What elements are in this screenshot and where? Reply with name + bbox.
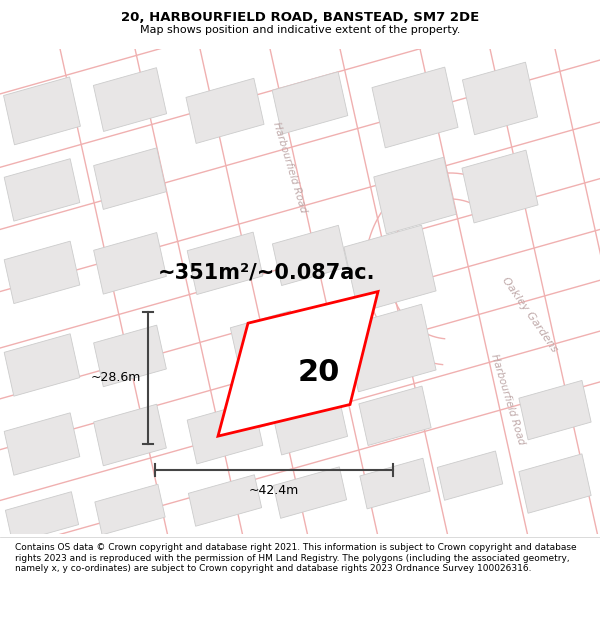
Polygon shape [272,72,348,134]
Polygon shape [186,78,264,144]
Polygon shape [94,325,166,387]
Polygon shape [94,148,166,209]
Text: Harbourfield Road: Harbourfield Road [490,352,527,446]
Polygon shape [437,451,503,500]
Polygon shape [5,492,79,543]
Polygon shape [374,158,456,234]
Text: Map shows position and indicative extent of the property.: Map shows position and indicative extent… [140,25,460,35]
Polygon shape [463,62,538,135]
Text: 20, HARBOURFIELD ROAD, BANSTEAD, SM7 2DE: 20, HARBOURFIELD ROAD, BANSTEAD, SM7 2DE [121,11,479,24]
Text: Oakley Gardens: Oakley Gardens [500,275,560,354]
Polygon shape [94,232,166,294]
Polygon shape [218,291,378,436]
Text: Contains OS data © Crown copyright and database right 2021. This information is : Contains OS data © Crown copyright and d… [15,543,577,573]
Polygon shape [187,401,263,464]
Polygon shape [4,334,80,396]
Polygon shape [230,311,299,369]
Polygon shape [94,404,166,466]
Polygon shape [95,484,165,535]
Polygon shape [360,458,430,509]
Polygon shape [344,225,436,312]
Polygon shape [272,226,347,286]
Polygon shape [4,159,80,221]
Text: Harbourfield Road: Harbourfield Road [271,121,308,214]
Polygon shape [4,241,80,304]
Polygon shape [272,395,347,455]
Polygon shape [94,68,167,131]
Polygon shape [188,475,262,526]
Polygon shape [519,381,591,440]
Polygon shape [4,413,80,475]
Polygon shape [187,232,263,294]
Polygon shape [4,77,80,145]
Text: ~28.6m: ~28.6m [91,371,141,384]
Text: 20: 20 [298,358,340,387]
Polygon shape [344,304,436,392]
Polygon shape [462,150,538,223]
Polygon shape [274,467,347,518]
Polygon shape [372,67,458,148]
Text: ~351m²/~0.087ac.: ~351m²/~0.087ac. [158,262,376,282]
Polygon shape [519,454,591,513]
Text: ~42.4m: ~42.4m [249,484,299,496]
Polygon shape [359,386,431,446]
